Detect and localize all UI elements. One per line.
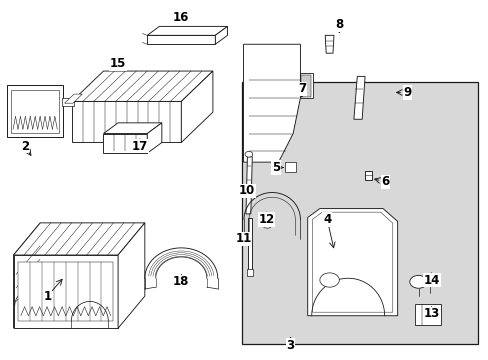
Bar [11,90,59,133]
Text: 13: 13 [423,307,439,320]
Circle shape [244,152,252,157]
Circle shape [409,275,427,288]
Text: 5: 5 [271,161,280,174]
Polygon shape [307,208,397,316]
Text: 3: 3 [286,338,294,351]
Polygon shape [103,134,147,153]
Polygon shape [147,26,227,35]
Text: 9: 9 [403,86,411,99]
Polygon shape [181,71,212,143]
Polygon shape [118,223,144,328]
Circle shape [319,273,339,287]
Polygon shape [103,123,162,134]
Polygon shape [215,26,227,44]
Polygon shape [64,94,82,103]
Text: 16: 16 [173,11,189,24]
Polygon shape [14,255,118,328]
Polygon shape [245,157,252,214]
Bar [242,82,477,344]
Polygon shape [246,269,253,276]
Text: 4: 4 [323,213,330,226]
Bar [414,304,441,325]
Polygon shape [365,171,372,180]
Polygon shape [243,44,300,162]
Polygon shape [72,102,181,143]
Bar [7,85,63,137]
Polygon shape [14,223,40,328]
Polygon shape [62,98,74,106]
Text: 6: 6 [381,175,389,188]
Text: 8: 8 [334,18,343,31]
Text: 10: 10 [238,184,255,197]
Polygon shape [147,35,215,44]
Polygon shape [248,217,251,271]
Text: 1: 1 [43,289,52,303]
Polygon shape [14,223,144,255]
Text: 15: 15 [110,57,126,71]
Text: 11: 11 [235,233,251,246]
Text: 14: 14 [423,274,439,287]
Text: 17: 17 [132,140,148,153]
Bar [285,162,295,172]
Bar [299,73,312,98]
Bar [301,75,310,97]
Polygon shape [72,71,212,102]
Bar [19,262,113,321]
Polygon shape [353,76,365,119]
Polygon shape [325,35,333,53]
Text: 2: 2 [20,140,29,153]
Bar [425,279,433,285]
Text: 12: 12 [258,213,274,226]
Polygon shape [147,123,162,153]
Text: 18: 18 [173,275,189,288]
Text: 7: 7 [297,82,305,95]
